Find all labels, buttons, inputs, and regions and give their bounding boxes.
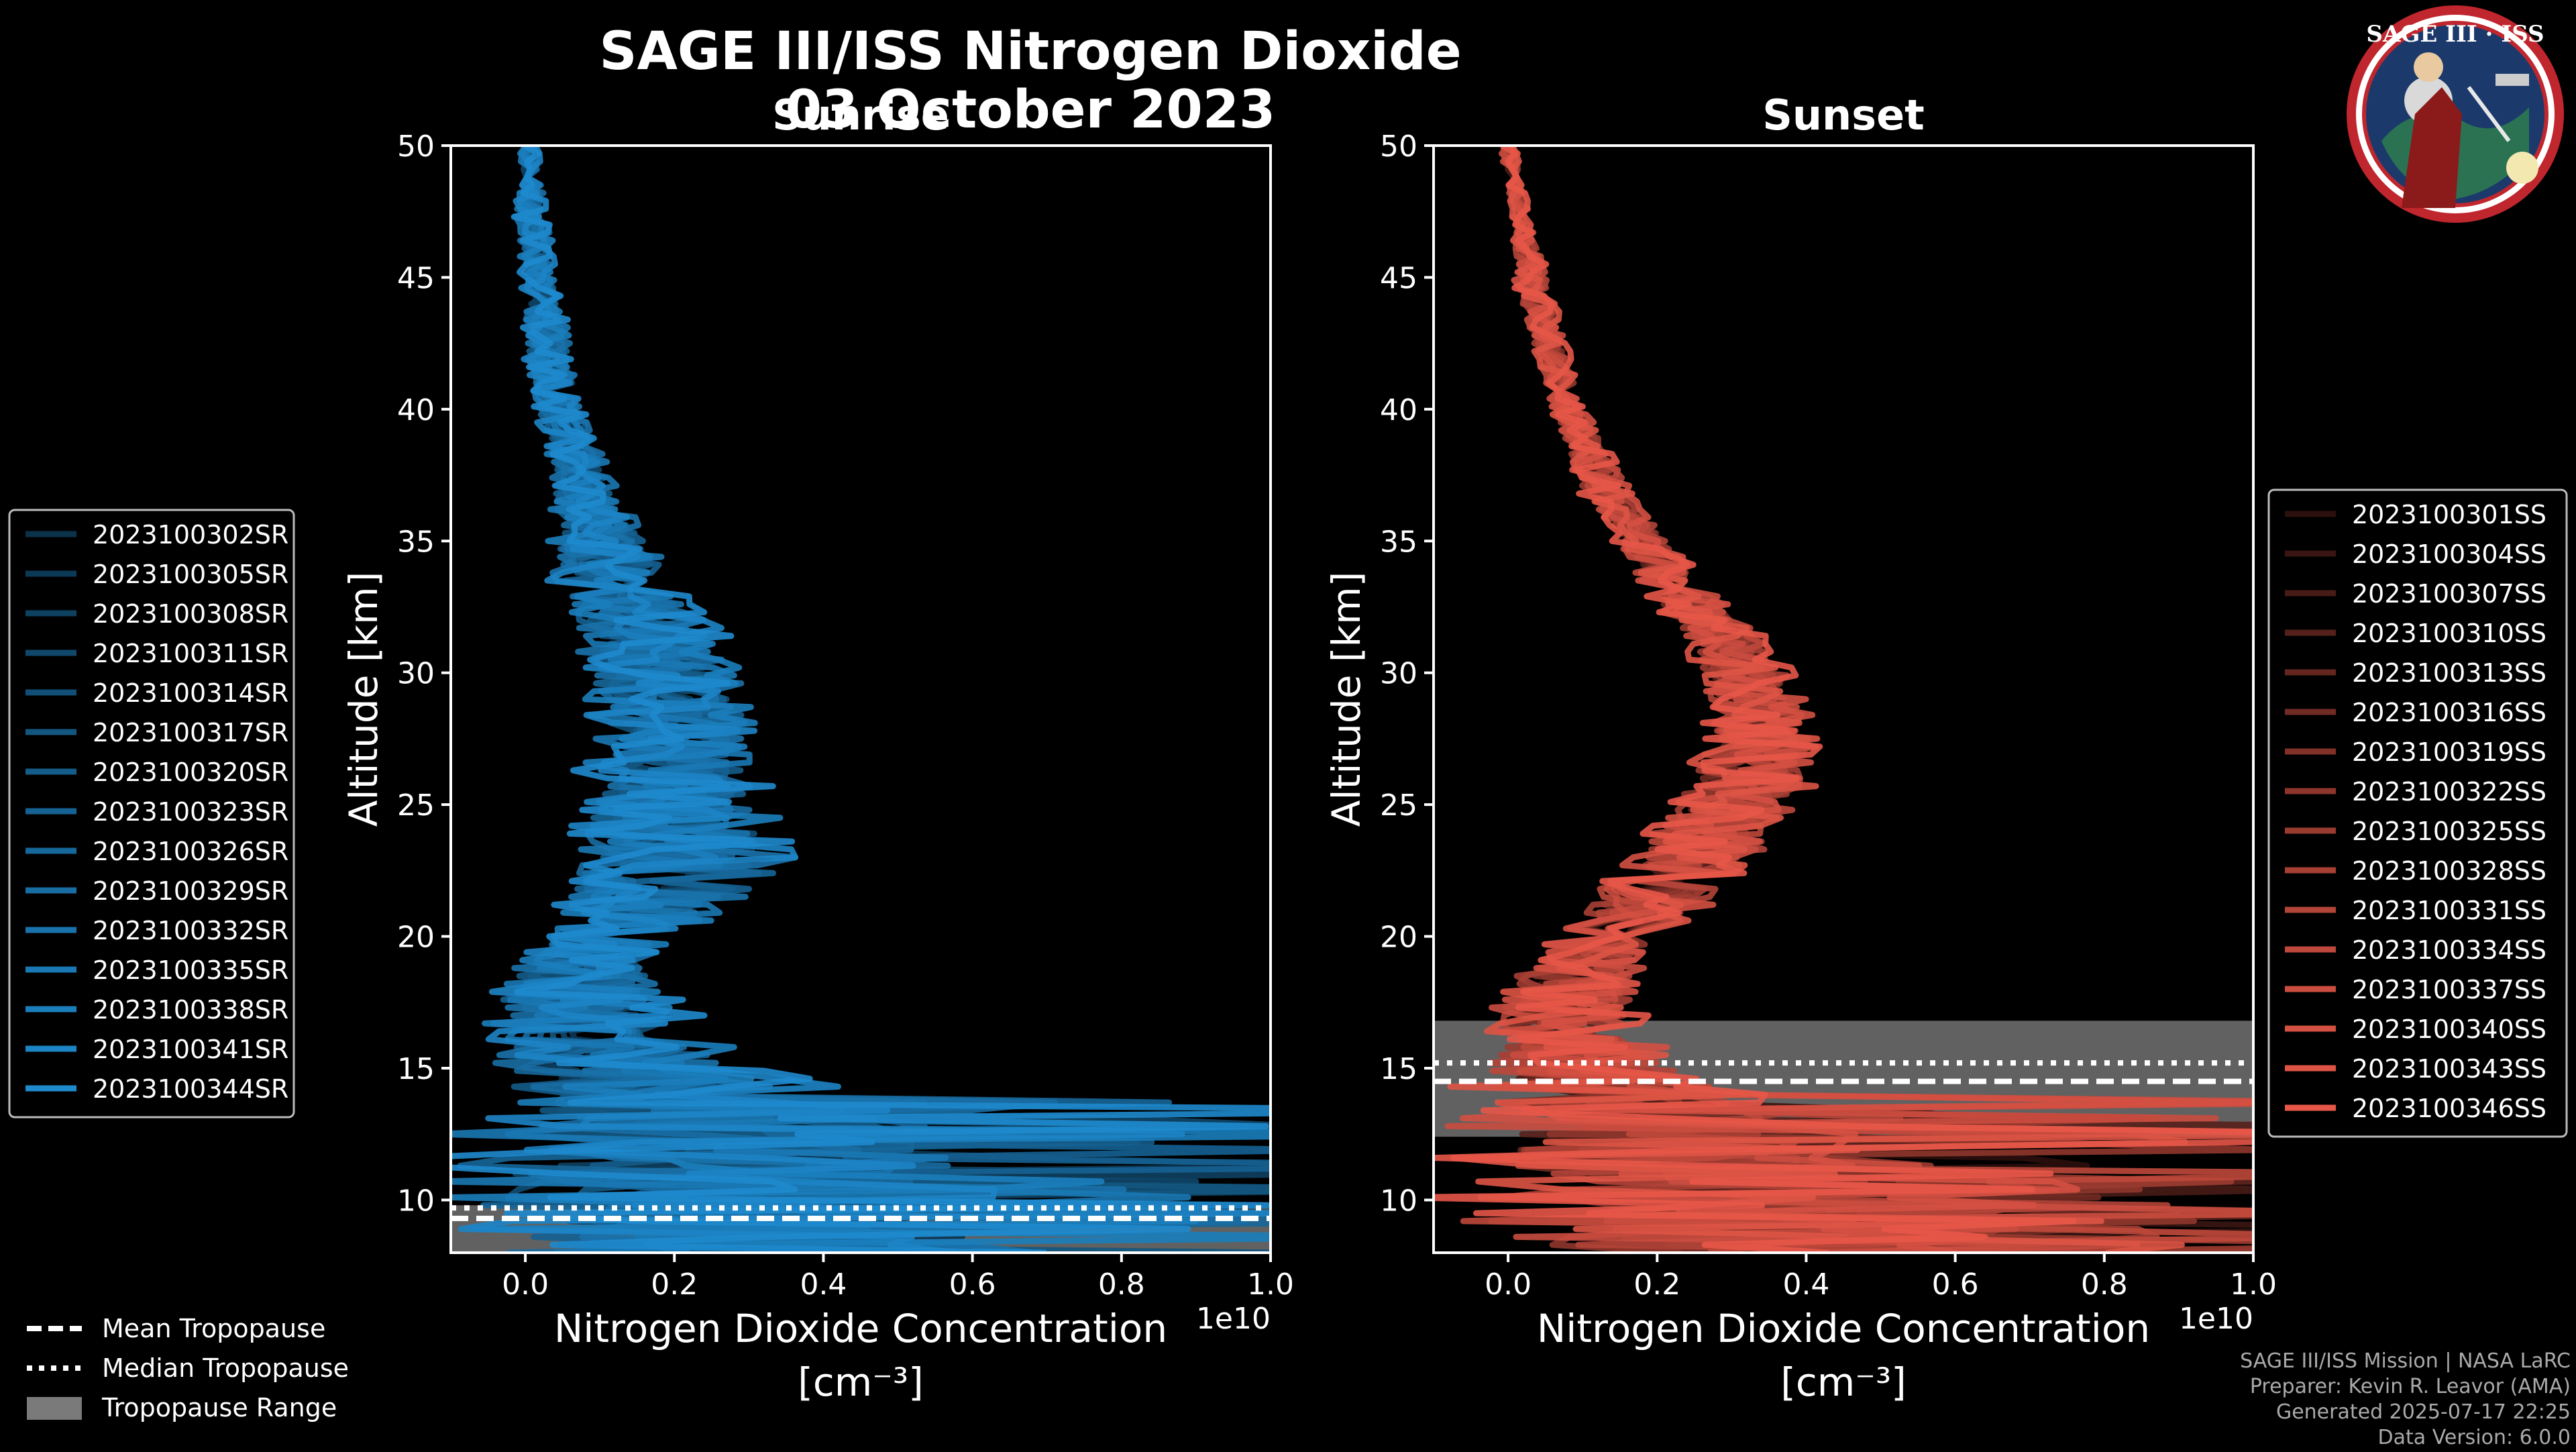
sage-logo: SAGE III · ISS: [2347, 5, 2564, 223]
legend-label: 2023100340SS: [2352, 1015, 2546, 1044]
tropopause-legend: Mean Tropopause Median Tropopause Tropop…: [27, 1314, 349, 1422]
legend-frame: [2267, 488, 2568, 1138]
y-axis-label: Altitude [km]: [341, 572, 386, 827]
x-tick-label: 0.0: [1485, 1267, 1532, 1302]
legend-label: 2023100325SS: [2352, 817, 2546, 846]
legend-label: 2023100344SR: [93, 1074, 288, 1104]
y-tick-label: 50: [397, 129, 435, 164]
x-scale-label: 1e10: [1196, 1302, 1271, 1336]
legend-label: 2023100343SS: [2352, 1054, 2546, 1084]
x-axis-label: Nitrogen Dioxide Concentration: [554, 1306, 1167, 1351]
legend-label: 2023100308SR: [93, 599, 288, 629]
legend-label: 2023100305SR: [93, 560, 288, 589]
legend-label: 2023100314SR: [93, 678, 288, 708]
legend-label: 2023100322SS: [2352, 777, 2546, 807]
legend-label: 2023100302SR: [93, 520, 288, 550]
legend-label: 2023100337SS: [2352, 975, 2546, 1004]
y-tick-label: 15: [1380, 1052, 1417, 1086]
series-line-2023100344SR: [451, 146, 1271, 1253]
x-tick-label: 0.8: [2081, 1267, 2128, 1302]
legend-label: 2023100304SS: [2352, 539, 2546, 569]
plot-area: [451, 146, 1271, 1253]
tropopause-range-label: Tropopause Range: [101, 1393, 337, 1422]
sunrise-panel: 0.0 0.2 0.4 0.6 0.8 1.0 10 15 20 25 30 35 40 45 50 Sunr…: [8, 91, 1294, 1405]
legend-label: 2023100335SR: [93, 955, 288, 985]
legend-label: 2023100307SS: [2352, 579, 2546, 609]
plot-frame: [1432, 144, 2255, 1254]
median-tropopause-label: Median Tropopause: [102, 1353, 349, 1383]
x-tick-label: 0.8: [1098, 1267, 1145, 1302]
legend-label: 2023100301SS: [2352, 500, 2546, 529]
y-tick-label: 40: [1380, 393, 1417, 427]
y-tick-label: 40: [397, 393, 435, 427]
footer-credits: SAGE III/ISS Mission | NASA LaRC Prepare…: [2240, 1349, 2571, 1449]
series-line-2023100346SS: [1434, 146, 2253, 1253]
legend-label: 2023100311SR: [93, 639, 288, 668]
x-tick-label: 1.0: [2230, 1267, 2277, 1302]
x-tick-label: 0.2: [1633, 1267, 1680, 1302]
legend-label: 2023100331SS: [2352, 896, 2546, 925]
y-tick-label: 10: [1380, 1184, 1417, 1218]
footer-version: Data Version: 6.0.0: [2378, 1426, 2571, 1449]
logo-text: SAGE III · ISS: [2366, 21, 2544, 48]
x-tick-label: 0.0: [502, 1267, 549, 1302]
y-tick-label: 50: [1380, 129, 1417, 164]
legend-label: 2023100332SR: [93, 916, 288, 945]
x-axis-label: Nitrogen Dioxide Concentration: [1537, 1306, 2150, 1351]
panel-title: Sunrise: [772, 91, 949, 140]
legend-label: 2023100316SS: [2352, 698, 2546, 727]
legend-frame: [8, 509, 295, 1119]
series-legend: 2023100302SR 2023100305SR 2023100308SR 2023…: [8, 509, 295, 1119]
footer-generated: Generated 2025-07-17 22:25: [2276, 1400, 2571, 1424]
footer-mission: SAGE III/ISS Mission | NASA LaRC: [2240, 1349, 2571, 1373]
figure-date: 03 October 2023: [786, 80, 1276, 140]
x-tick-label: 0.4: [800, 1267, 847, 1302]
y-tick-label: 25: [1380, 788, 1417, 823]
series-legend: 2023100301SS 2023100304SS 2023100307SS 2023…: [2267, 488, 2568, 1138]
x-tick-label: 0.2: [651, 1267, 698, 1302]
figure-title: SAGE III/ISS Nitrogen Dioxide: [599, 21, 1461, 82]
sunset-panel: 0.0 0.2 0.4 0.6 0.8 1.0 10 15 20 25 30 35 40 45 50 Suns…: [1324, 91, 2568, 1405]
legend-label: 2023100341SR: [93, 1035, 288, 1064]
y-axis-label: Altitude [km]: [1324, 572, 1369, 827]
legend-label: 2023100323SR: [93, 797, 288, 827]
x-tick-label: 0.6: [1932, 1267, 1979, 1302]
legend-label: 2023100329SR: [93, 876, 288, 906]
footer-preparer: Preparer: Kevin R. Leavor (AMA): [2250, 1375, 2571, 1398]
x-tick-label: 0.6: [949, 1267, 996, 1302]
legend-label: 2023100317SR: [93, 718, 288, 747]
legend-label: 2023100326SR: [93, 837, 288, 866]
panel-title: Sunset: [1762, 91, 1925, 140]
legend-label: 2023100320SR: [93, 758, 288, 787]
legend-label: 2023100328SS: [2352, 856, 2546, 886]
y-tick-label: 25: [397, 788, 435, 823]
tropopause-range-swatch: [27, 1397, 82, 1420]
y-tick-label: 30: [1380, 657, 1417, 691]
y-tick-label: 45: [1380, 261, 1417, 295]
y-tick-label: 20: [1380, 921, 1417, 955]
y-tick-label: 45: [397, 261, 435, 295]
y-tick-label: 35: [397, 525, 435, 559]
legend-label: 2023100319SS: [2352, 737, 2546, 767]
legend-label: 2023100310SS: [2352, 619, 2546, 648]
x-scale-label: 1e10: [2179, 1302, 2253, 1336]
mean-tropopause-label: Mean Tropopause: [102, 1314, 325, 1343]
legend-label: 2023100338SR: [93, 995, 288, 1025]
legend-label: 2023100346SS: [2352, 1094, 2546, 1123]
y-tick-label: 10: [397, 1184, 435, 1218]
legend-label: 2023100313SS: [2352, 658, 2546, 688]
y-tick-label: 30: [397, 657, 435, 691]
legend-label: 2023100334SS: [2352, 935, 2546, 965]
y-tick-label: 20: [397, 921, 435, 955]
plot-area: [1434, 146, 2253, 1253]
y-tick-label: 15: [397, 1052, 435, 1086]
x-axis-unit: [cm⁻³]: [1780, 1359, 1907, 1405]
plot-frame: [449, 144, 1272, 1254]
x-tick-label: 1.0: [1247, 1267, 1294, 1302]
y-tick-label: 35: [1380, 525, 1417, 559]
x-axis-unit: [cm⁻³]: [798, 1359, 924, 1405]
x-tick-label: 0.4: [1782, 1267, 1829, 1302]
